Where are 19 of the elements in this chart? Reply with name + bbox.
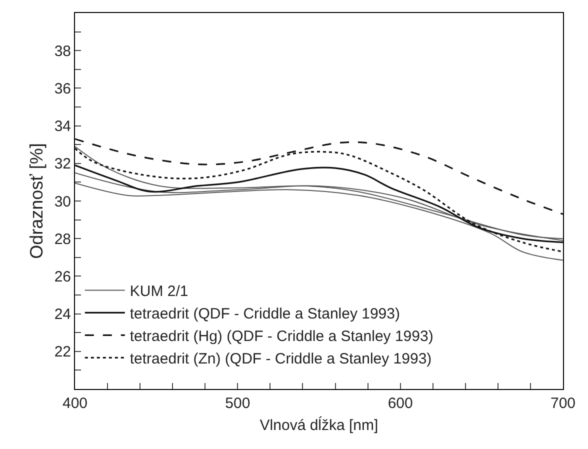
x-tick-label: 700	[550, 395, 576, 412]
y-tick-label: 28	[54, 230, 71, 248]
x-tick-label: 500	[225, 395, 250, 412]
legend-label: tetraedrit (Hg) (QDF - Criddle a Stanley 1993)	[130, 328, 434, 346]
y-tick-label: 38	[54, 42, 71, 60]
y-tick-label: 34	[54, 118, 71, 136]
y-tick-label: 30	[54, 193, 71, 210]
legend-label: tetraedrit (QDF - Criddle a Stanley 1993)	[130, 306, 400, 323]
x-axis-title: Vlnová dĺžka [nm]	[260, 416, 378, 434]
y-tick-label: 36	[54, 80, 71, 98]
y-axis-title: Odraznosť [%]	[26, 143, 47, 259]
x-tick-label: 600	[388, 395, 413, 412]
y-tick-label: 26	[54, 268, 71, 286]
y-tick-label: 24	[54, 306, 71, 324]
x-tick-label: 400	[62, 395, 88, 412]
y-tick-label: 22	[54, 344, 71, 361]
y-tick-label: 32	[54, 156, 71, 173]
legend-label: KUM 2/1	[130, 283, 188, 300]
legend-label: tetraedrit (Zn) (QDF - Criddle a Stanley 1993)	[130, 350, 432, 368]
